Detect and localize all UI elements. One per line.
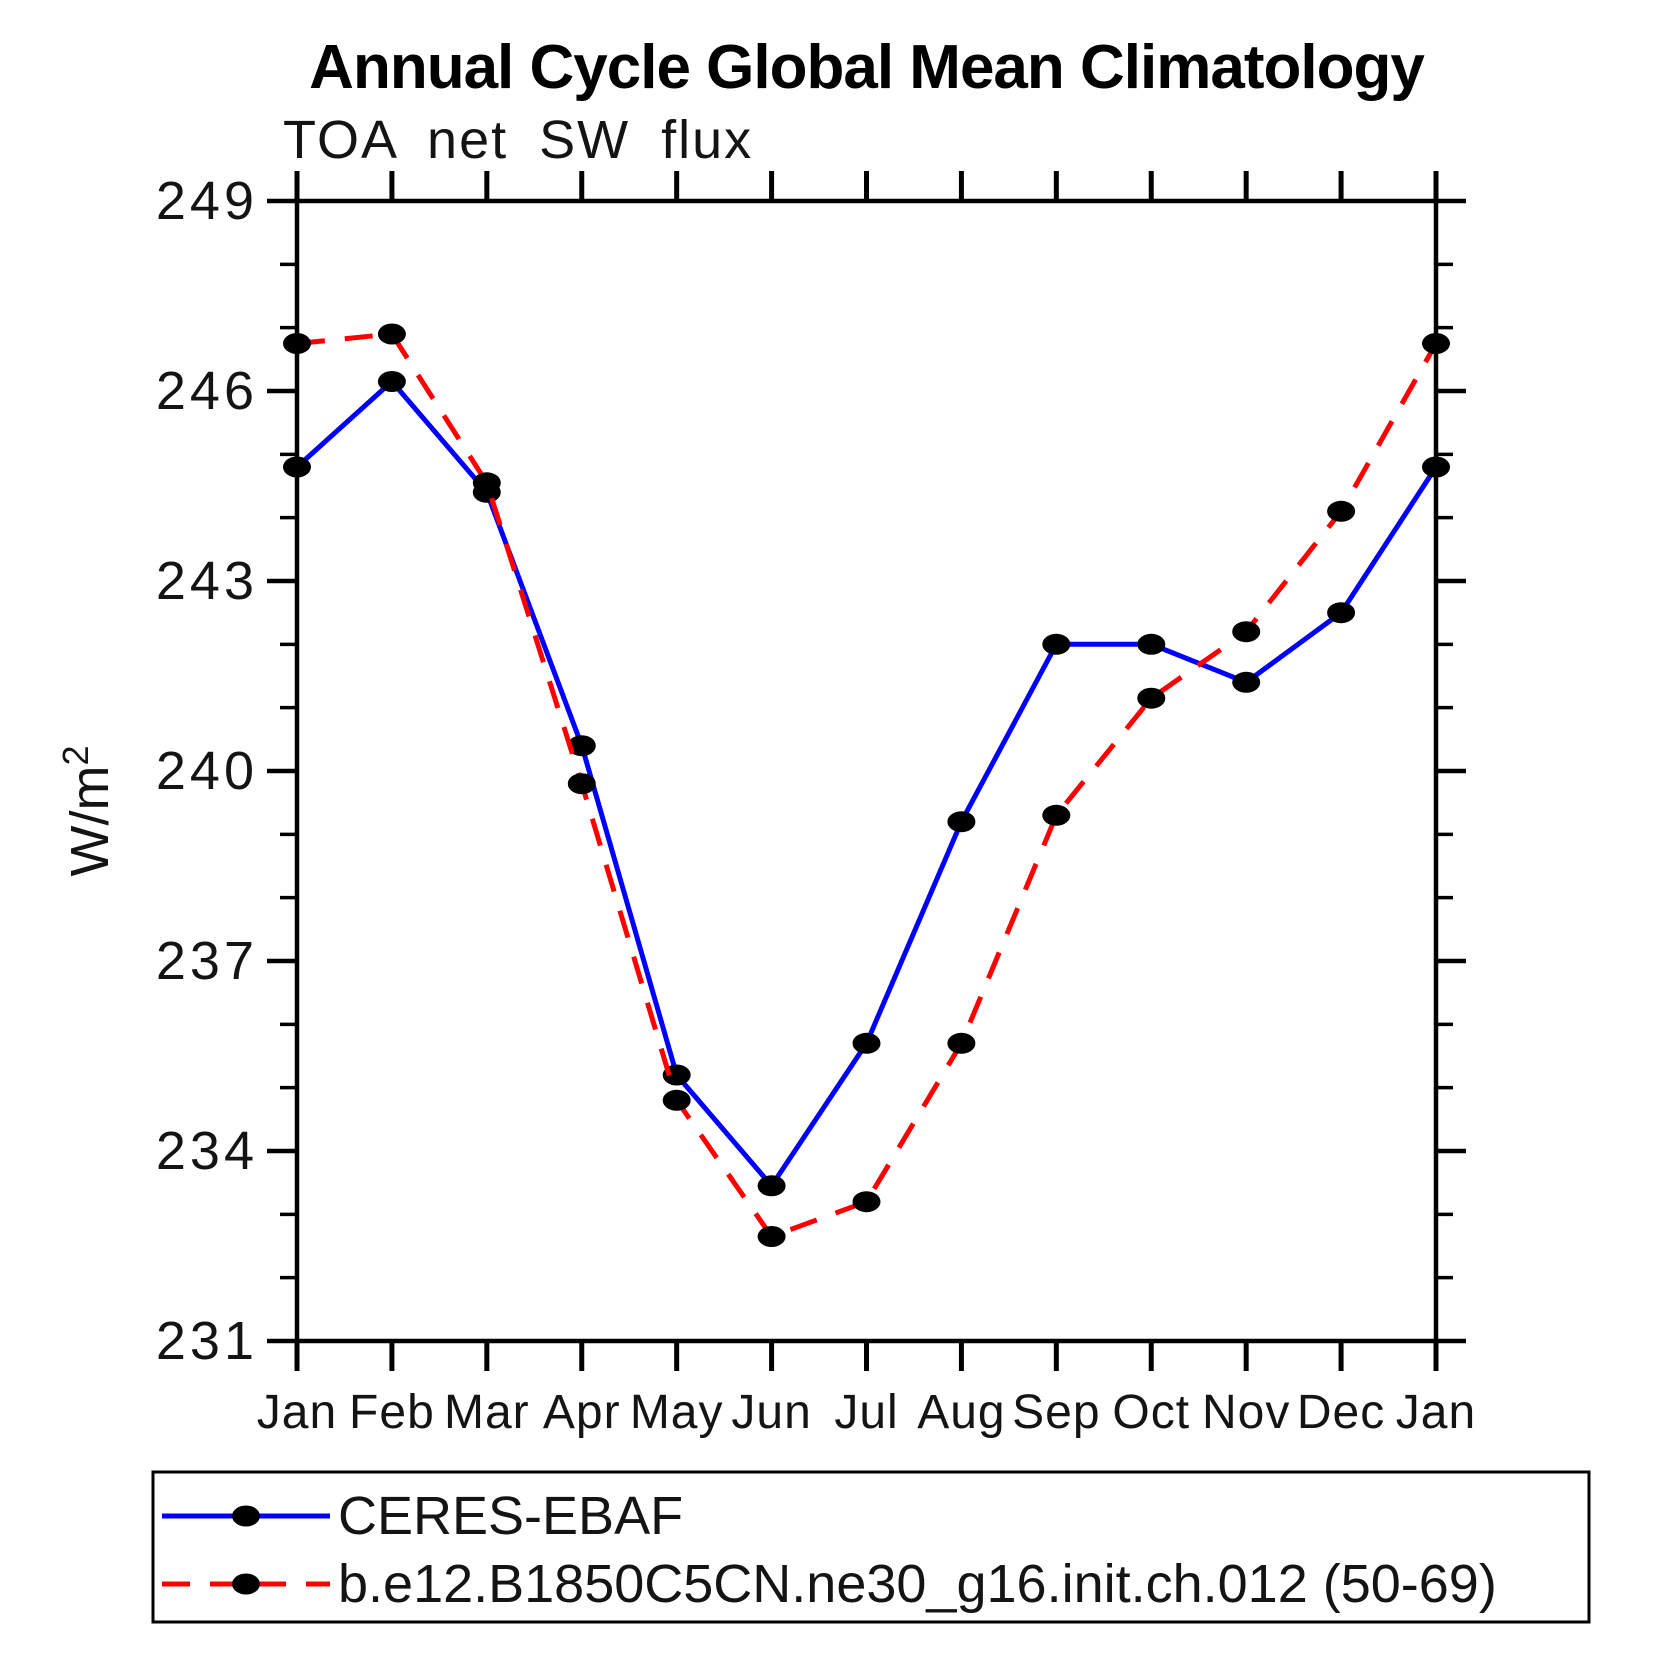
- data-point-marker: [1422, 456, 1450, 478]
- y-axis-label-base: W/m: [60, 766, 120, 877]
- data-point-marker: [1422, 333, 1450, 354]
- data-point-marker: [1232, 671, 1261, 693]
- data-point-marker: [1327, 602, 1356, 624]
- plot-box: [294, 198, 1439, 1344]
- y-axis-label-exponent: 2: [55, 746, 96, 766]
- chart-subtitle: TOA net SW flux: [283, 110, 753, 170]
- data-point-marker: [472, 472, 501, 494]
- y-axis-label: W/m2: [55, 746, 120, 877]
- data-point-marker: [377, 371, 406, 392]
- y-tick-label: 243: [156, 551, 258, 611]
- x-tick-label: Jul: [834, 1386, 898, 1439]
- data-point-marker: [1042, 804, 1071, 826]
- data-point-marker: [1232, 621, 1261, 643]
- y-tick-label: 234: [156, 1121, 258, 1181]
- data-point-marker: [852, 1032, 881, 1054]
- legend-marker: [232, 1573, 260, 1595]
- legend-label: b.e12.B1850C5CN.ne30_g16.init.ch.012 (50…: [338, 1554, 1497, 1614]
- x-tick-label: Apr: [543, 1386, 621, 1439]
- data-point-marker: [1042, 633, 1071, 655]
- x-tick-label: Nov: [1202, 1386, 1290, 1439]
- x-tick-label: Jun: [731, 1386, 811, 1439]
- data-point-marker: [852, 1191, 881, 1213]
- y-tick-label: 231: [156, 1311, 258, 1371]
- x-tick-label: Sep: [1012, 1386, 1100, 1439]
- legend-marker: [232, 1505, 260, 1527]
- x-tick-label: Oct: [1112, 1386, 1190, 1439]
- x-tick-label: Aug: [917, 1386, 1005, 1439]
- x-tick-label: Jan: [257, 1386, 337, 1439]
- data-point-marker: [757, 1226, 786, 1247]
- y-tick-label: 249: [156, 171, 258, 231]
- chart-title: Annual Cycle Global Mean Climatology: [309, 33, 1425, 102]
- data-point-marker: [567, 735, 596, 757]
- data-point-marker: [567, 773, 596, 795]
- x-tick-label: Feb: [349, 1386, 435, 1439]
- data-point-marker: [283, 333, 311, 354]
- data-point-marker: [947, 1032, 976, 1054]
- x-tick-label: Jan: [1396, 1386, 1476, 1439]
- legend-box: [151, 1470, 1591, 1624]
- data-point-marker: [947, 811, 976, 833]
- data-point-marker: [1327, 500, 1356, 522]
- series-line-ceres-ebaf: [295, 377, 1439, 1190]
- y-tick-label: 240: [156, 741, 258, 801]
- y-tick-label: 237: [156, 931, 258, 991]
- legend-label: CERES-EBAF: [338, 1486, 683, 1546]
- data-point-marker: [757, 1175, 786, 1197]
- data-point-marker: [283, 456, 311, 478]
- data-point-marker: [377, 323, 406, 345]
- data-point-marker: [1137, 633, 1166, 655]
- y-tick-label: 246: [156, 361, 258, 421]
- data-point-marker: [662, 1089, 691, 1111]
- x-tick-label: Mar: [444, 1386, 530, 1439]
- x-tick-label: Dec: [1297, 1386, 1385, 1439]
- data-point-marker: [1137, 687, 1166, 709]
- x-tick-label: May: [630, 1386, 724, 1439]
